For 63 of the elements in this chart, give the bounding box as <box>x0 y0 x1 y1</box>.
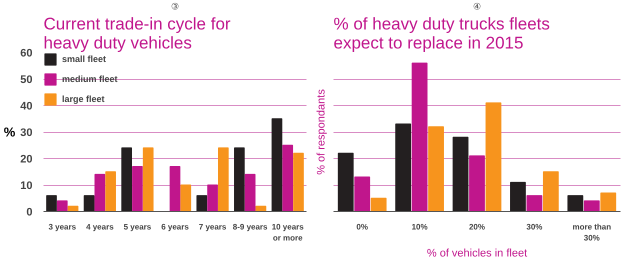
bar <box>428 126 444 212</box>
bar <box>132 166 143 212</box>
bar <box>282 144 294 212</box>
x-tick-label: 4 years <box>86 222 114 232</box>
bar <box>170 166 180 212</box>
x-tick-label: 20% <box>468 222 486 232</box>
y-tick-label: 10 <box>20 180 33 192</box>
bar <box>180 184 192 212</box>
text: ③ <box>170 2 180 12</box>
y-axis-title: % of respondants <box>316 88 328 175</box>
chart-title: Current trade-in cycle for heavy duty vehicles <box>44 14 231 52</box>
bar <box>121 147 132 212</box>
x-tick-label: 3 years <box>48 222 77 232</box>
bar <box>46 195 57 212</box>
bar <box>567 195 584 212</box>
bar <box>584 200 600 212</box>
y-tick-label: 30 <box>20 127 33 139</box>
bar <box>452 136 468 212</box>
x-tick-label: 30% <box>526 222 542 232</box>
x-tick-label: more than 30% <box>572 222 612 242</box>
x-tick-label: 5 years <box>124 222 152 232</box>
y-axis-title: % <box>4 124 16 140</box>
bar <box>272 118 282 212</box>
y-tick-label: 60 <box>20 48 33 60</box>
bar <box>56 200 68 212</box>
text: ④ <box>472 2 482 12</box>
bar <box>142 147 154 212</box>
bar <box>293 152 304 212</box>
y-tick-label: 40 <box>20 100 33 112</box>
bar <box>68 206 78 212</box>
x-tick-label: 10% <box>412 222 428 232</box>
legend-label: small fleet <box>62 54 106 64</box>
bar <box>542 171 559 212</box>
bar <box>196 195 208 212</box>
bar <box>486 102 502 212</box>
x-tick-label: 8-9 years <box>232 222 268 232</box>
bar <box>412 62 428 212</box>
bar <box>526 195 542 212</box>
chart-title: % of heavy duty trucks fleets expect to replace in 2015 <box>334 14 550 52</box>
bar <box>600 192 616 212</box>
y-tick-label: 20 <box>20 154 33 166</box>
bar <box>256 206 266 212</box>
bar <box>244 174 256 212</box>
bar <box>234 147 245 212</box>
bar <box>218 147 229 212</box>
x-axis-title: % of vehicles in fleet <box>426 247 528 260</box>
y-tick-label: 0 <box>26 206 33 218</box>
bar <box>395 124 412 212</box>
x-tick-label: 6 years <box>161 222 190 232</box>
legend-label: large fleet <box>62 94 105 104</box>
bar <box>84 195 94 212</box>
x-tick-label: 0% <box>356 222 368 232</box>
bar <box>370 198 387 212</box>
bar <box>354 176 370 212</box>
x-tick-label: 10 years or more <box>272 222 304 242</box>
bar <box>105 171 116 212</box>
x-tick-label: 7 years <box>198 222 227 232</box>
y-tick-label: 50 <box>20 74 33 86</box>
bar <box>469 155 485 212</box>
bar <box>207 184 218 212</box>
bar <box>94 174 106 212</box>
bar <box>510 182 526 212</box>
bar <box>338 152 354 212</box>
